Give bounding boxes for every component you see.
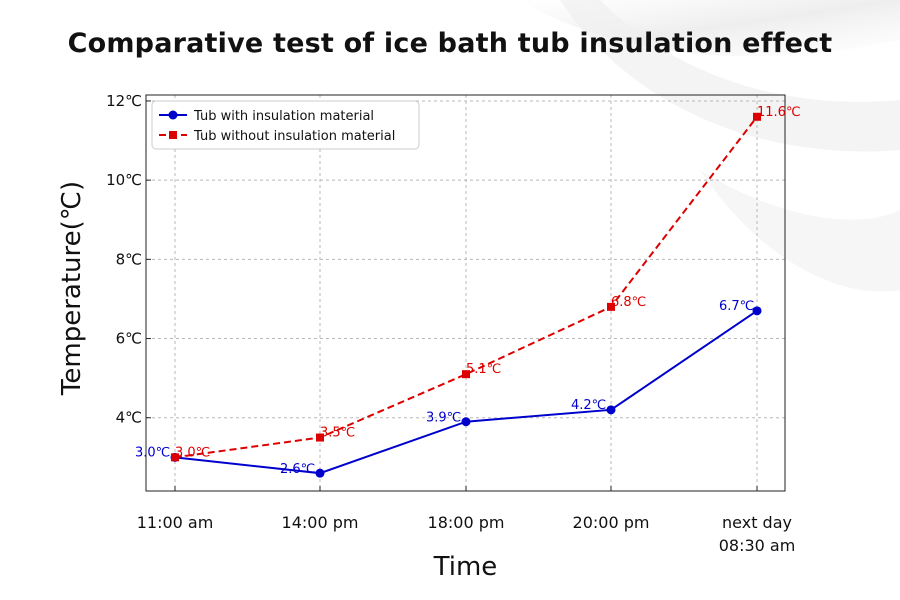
x-tick-label: 18:00 pm — [428, 513, 505, 532]
legend-box — [151, 100, 420, 150]
grid — [146, 95, 785, 491]
y-tick-label: 8℃ — [116, 250, 142, 268]
x-tick-label: next day — [722, 513, 792, 532]
data-point — [171, 453, 179, 462]
x-tick-label: 11:00 am — [137, 513, 214, 532]
data-label: 6.7℃ — [719, 299, 754, 314]
data-point — [316, 433, 324, 442]
data-point — [607, 302, 615, 311]
legend-marker — [168, 110, 178, 120]
data-label: 3.5℃ — [320, 426, 355, 441]
y-tick-label: 12℃ — [106, 92, 142, 110]
y-tick-label: 6℃ — [116, 330, 142, 348]
data-label: 4.2℃ — [571, 398, 606, 413]
legend-marker — [169, 131, 177, 139]
data-point — [315, 468, 325, 478]
legend-label: Tub without insulation material — [193, 129, 395, 144]
data-label: 2.6℃ — [280, 462, 315, 477]
x-tick-label: 20:00 pm — [573, 513, 650, 532]
data-label: 6.8℃ — [611, 295, 646, 310]
data-label: 3.9℃ — [426, 411, 461, 426]
y-tick-label: 10℃ — [106, 171, 142, 189]
x-axis-title: Time — [433, 552, 498, 582]
data-point — [606, 405, 616, 415]
axes: 11:00 am 14:00 pm 18:00 pm 20:00 pm next day… — [106, 92, 795, 555]
data-point — [461, 417, 471, 427]
legend-label: Tub with insulation material — [193, 109, 374, 124]
y-tick-label: 4℃ — [116, 409, 142, 427]
y-axis-title: Temperature(℃) — [57, 181, 87, 396]
legend: Tub with insulation material Tub without … — [151, 100, 420, 150]
data-point — [753, 112, 761, 121]
data-point — [752, 306, 762, 316]
data-label: 11.6℃ — [757, 105, 801, 120]
data-label: 3.0℃ — [135, 445, 170, 460]
x-tick-label: 14:00 pm — [282, 513, 359, 532]
x-tick-label: 08:30 am — [719, 536, 796, 555]
series-line-2 — [174, 116, 758, 459]
series: 3.0℃ 2.6℃ 3.9℃ 4.2℃ 6.7℃ 3.0℃ 3.5℃ 5.1℃ 6.8℃ 11.6… — [135, 105, 801, 478]
chart-title: Comparative test of ice bath tub insulat… — [67, 28, 833, 59]
data-label: 3.0℃ — [175, 445, 210, 460]
data-label: 5.1℃ — [466, 362, 501, 377]
data-point — [462, 370, 470, 379]
